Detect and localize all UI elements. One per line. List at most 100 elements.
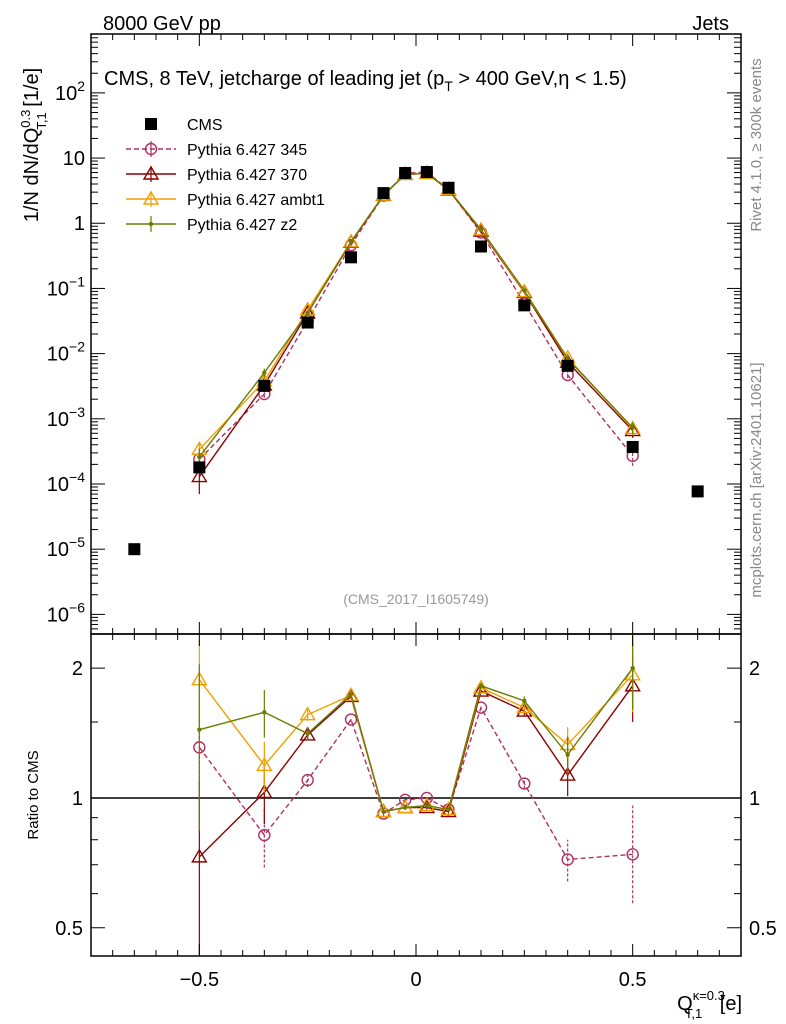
ratio-y-tick-label-right: 2: [749, 658, 760, 680]
data-point-z2: [402, 805, 408, 810]
legend-label: CMS: [187, 117, 223, 134]
data-point-cms: [345, 251, 357, 264]
data-point-z2: [630, 665, 635, 671]
data-point-cms: [377, 187, 390, 200]
y-tick-label: 10−4: [47, 469, 85, 496]
y-tick-base: 10: [55, 83, 77, 105]
xlabel-sup: κ=0.3: [693, 988, 725, 1003]
data-point-cms: [128, 543, 141, 556]
main-y-axis-label: 1/N dN/dQ0.3T,1 [1/e]: [18, 68, 49, 222]
y-tick-label: 10−2: [47, 339, 85, 366]
data-point-p345: [344, 713, 358, 726]
data-point-cms: [691, 485, 704, 498]
ylabel-sub: T,1: [34, 112, 49, 129]
x-tick-label: 0.5: [619, 969, 647, 991]
series-cms: [128, 166, 704, 556]
y-tick-label: 10−6: [47, 599, 85, 626]
data-point-z2: [262, 370, 267, 375]
data-point-cms: [420, 166, 433, 179]
data-point-p370: [624, 422, 641, 437]
data-point-cms: [561, 359, 574, 372]
y-tick-base: 10: [47, 409, 69, 431]
y-tick-label: 1: [74, 213, 85, 235]
data-point-p345: [301, 773, 314, 787]
y-tick-base: 1: [74, 213, 85, 235]
data-point-cms: [193, 461, 206, 474]
data-point-z2: [522, 698, 527, 703]
title-sub: T: [444, 78, 453, 94]
data-point-z2: [197, 727, 202, 732]
y-tick-label: 10−1: [47, 273, 85, 300]
legend-item-p370: Pythia 6.427 370: [126, 165, 307, 184]
data-point-ambt1: [472, 221, 490, 236]
header-left-label: 8000 GeV pp: [103, 13, 221, 35]
data-point-z2: [381, 809, 386, 814]
data-point-z2: [197, 454, 202, 460]
data-point-ambt1: [516, 699, 533, 714]
data-point-z2: [348, 239, 354, 244]
y-tick-exponent: −3: [69, 404, 85, 420]
data-point-z2: [446, 807, 451, 812]
y-tick-exponent: −4: [69, 469, 85, 485]
y-tick-exponent: −1: [69, 273, 85, 289]
data-point-z2: [630, 425, 635, 430]
data-point-p370: [559, 766, 576, 781]
ratio-y-tick-label: 0.5: [55, 918, 83, 940]
data-point-z2: [348, 692, 354, 697]
xlabel-unit: [e]: [714, 993, 742, 1015]
rivet-label: Rivet 4.1.0, ≥ 300k events: [748, 58, 765, 231]
data-point-p345: [518, 777, 531, 790]
data-point-z2: [262, 710, 267, 715]
series-line-z2: [198, 172, 634, 458]
data-point-cms: [518, 299, 531, 312]
series-line-p345: [198, 171, 634, 460]
data-point-cms: [399, 166, 412, 179]
data-point-z2: [424, 803, 430, 808]
ratio-y-tick-label: 2: [72, 658, 83, 680]
mcplots-label: mcplots.cern.ch [arXiv:2401.10621]: [748, 362, 765, 597]
data-point-z2: [522, 288, 527, 293]
data-point-z2: [305, 731, 310, 736]
title-prefix: CMS, 8 TeV, jetcharge of leading jet (p: [104, 68, 444, 90]
legend-label: Pythia 6.427 370: [187, 167, 307, 184]
y-tick-exponent: −5: [69, 534, 85, 550]
data-point-p345: [398, 793, 412, 807]
main-panel: (CMS_2017_I1605749) CMS, 8 TeV, jetcharg…: [18, 33, 742, 635]
y-tick-label: 10−5: [47, 534, 85, 561]
data-point-ambt1: [418, 797, 436, 812]
y-tick-base: 10: [47, 474, 69, 496]
data-point-cms: [301, 316, 314, 329]
data-point-z2: [478, 227, 484, 232]
series-line-z2: [199, 667, 634, 813]
legend-item-z2: Pythia 6.427 z2: [126, 216, 297, 234]
data-point-z2: [565, 752, 570, 757]
main-title: CMS, 8 TeV, jetcharge of leading jet (pT…: [104, 68, 627, 94]
y-tick-exponent: 2: [77, 78, 85, 94]
data-point-ambt1: [342, 233, 360, 248]
legend-item-p345: Pythia 6.427 345: [126, 141, 307, 159]
ylabel-sup: 0.3: [18, 110, 33, 128]
y-tick-base: 10: [47, 539, 69, 561]
series-line-p345: [198, 705, 633, 861]
legend-marker: [148, 221, 154, 227]
y-tick-exponent: −6: [69, 599, 85, 615]
x-axis-label: Qκ=0.3 T,1 [e]: [677, 988, 742, 1021]
series-z2: [197, 634, 635, 831]
y-tick-base: 10: [47, 278, 69, 300]
y-tick-label: 10−3: [47, 404, 85, 431]
analysis-watermark: (CMS_2017_I1605749): [343, 591, 489, 607]
y-tick-base: 10: [47, 604, 69, 626]
data-point-p370: [440, 803, 457, 818]
ylabel-unit: [1/e]: [21, 68, 43, 112]
legend-item-ambt1: Pythia 6.427 ambt1: [126, 190, 325, 209]
series-line-p370: [198, 685, 634, 858]
ratio-y-axis-label: Ratio to CMS: [25, 750, 42, 839]
data-point-cms: [475, 240, 487, 253]
data-point-p345: [626, 848, 639, 861]
data-point-z2: [305, 310, 310, 316]
y-tick-base: 10: [63, 148, 85, 170]
data-point-p370: [191, 848, 208, 863]
legend-marker: [142, 190, 160, 205]
